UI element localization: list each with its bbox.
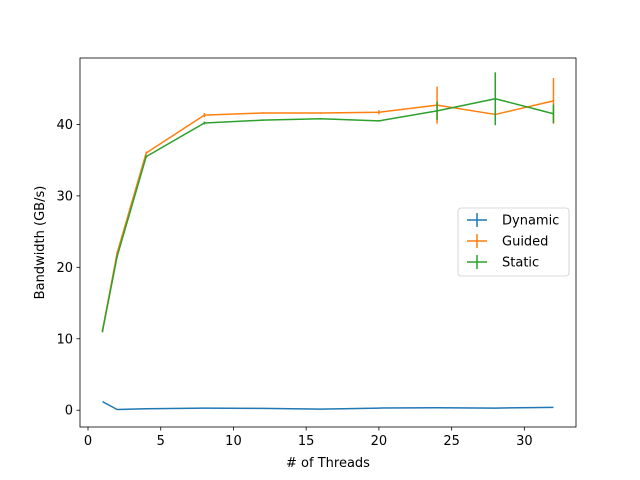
y-tick-label: 10 xyxy=(56,332,73,347)
y-tick-label: 30 xyxy=(56,189,73,204)
guided-line xyxy=(101,100,554,331)
x-axis-label: # of Threads xyxy=(286,456,370,471)
x-tick-label: 25 xyxy=(443,434,460,449)
legend-static-label: Static xyxy=(502,256,539,271)
x-tick-label: 5 xyxy=(157,434,165,449)
x-tick-label: 10 xyxy=(225,434,242,449)
dynamic-line xyxy=(102,400,554,411)
x-tick-label: 30 xyxy=(516,434,533,449)
y-axis-label: Bandwidth (GB/s) xyxy=(33,186,48,300)
plot-frame xyxy=(79,57,577,428)
y-tick-label: 0 xyxy=(65,404,73,419)
series-layer xyxy=(101,72,555,411)
static-line xyxy=(101,97,554,332)
legend: Dynamic Guided Static xyxy=(457,207,570,277)
legend-guided-label: Guided xyxy=(502,235,548,250)
legend-box xyxy=(457,207,570,277)
series-dynamic xyxy=(102,400,554,411)
x-tick-label: 20 xyxy=(371,434,388,449)
x-tick-label: 15 xyxy=(298,434,315,449)
x-tick-label: 0 xyxy=(84,434,92,449)
axis-layer: 0 5 10 15 20 25 30 0 10 20 30 40 xyxy=(56,118,532,449)
y-tick-label: 40 xyxy=(56,118,73,133)
legend-dynamic-label: Dynamic xyxy=(502,214,559,229)
series-static xyxy=(101,72,555,333)
y-tick-label: 20 xyxy=(56,261,73,276)
